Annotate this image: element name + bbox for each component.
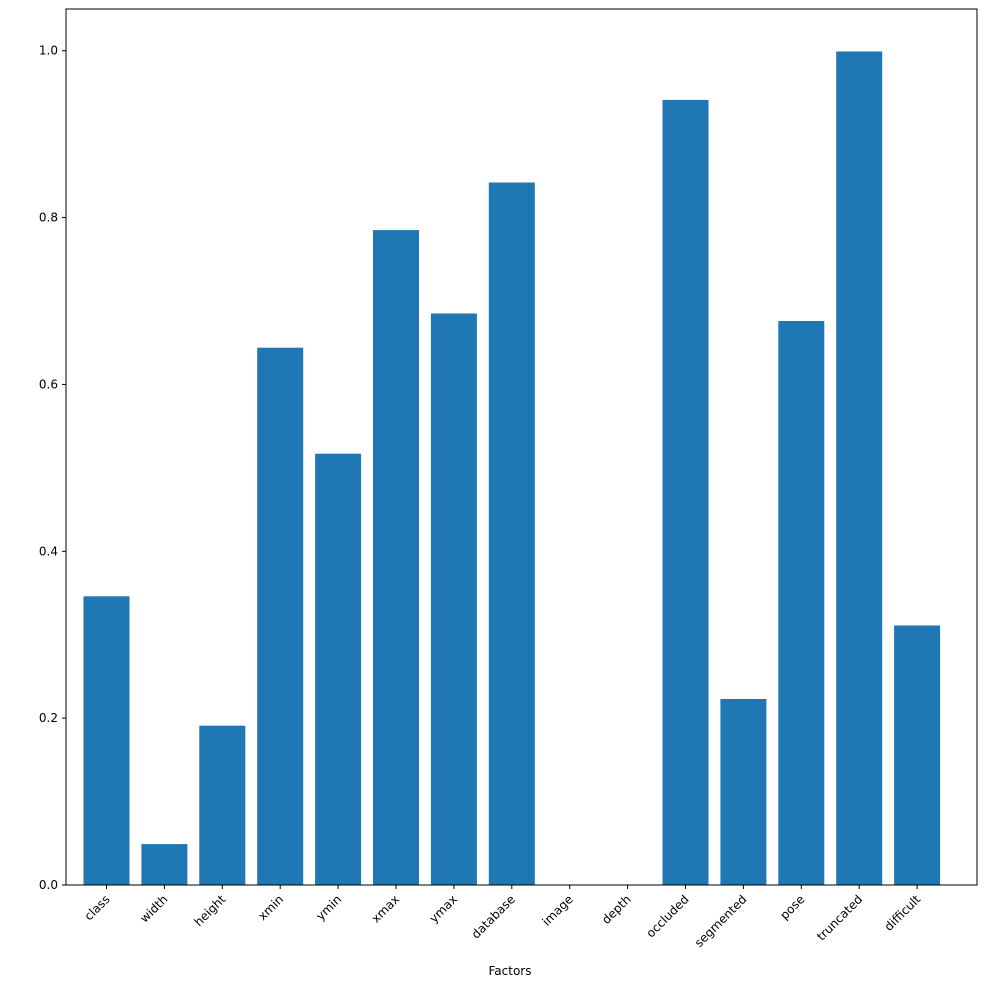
- bar-xmax: [373, 230, 419, 886]
- bar-pose: [778, 321, 825, 885]
- y-tick-label: 0.6: [39, 377, 58, 391]
- y-tick-label: 0.4: [39, 544, 58, 558]
- bar-database: [488, 182, 535, 885]
- x-axis-label: Factors: [489, 964, 532, 978]
- bar-height: [199, 725, 246, 885]
- bar-difficult: [894, 625, 941, 885]
- y-axis-ticks: 0.0 0.2 0.4 0.6 0.8 1.0: [39, 44, 66, 892]
- y-tick-label: 0.0: [39, 878, 58, 892]
- bar-width: [141, 844, 188, 885]
- bar-occluded: [662, 99, 709, 885]
- bar-ymax: [430, 313, 477, 885]
- bar-ymin: [315, 453, 362, 885]
- bar-segmented: [720, 699, 767, 885]
- bars-group: [83, 51, 941, 886]
- bar-truncated: [836, 51, 883, 885]
- y-tick-label: 0.8: [39, 211, 58, 225]
- y-tick-label: 1.0: [39, 44, 58, 58]
- bar-xmin: [257, 347, 304, 885]
- bar-class: [83, 596, 130, 885]
- y-tick-label: 0.2: [39, 711, 58, 725]
- plot-frame: [65, 8, 978, 886]
